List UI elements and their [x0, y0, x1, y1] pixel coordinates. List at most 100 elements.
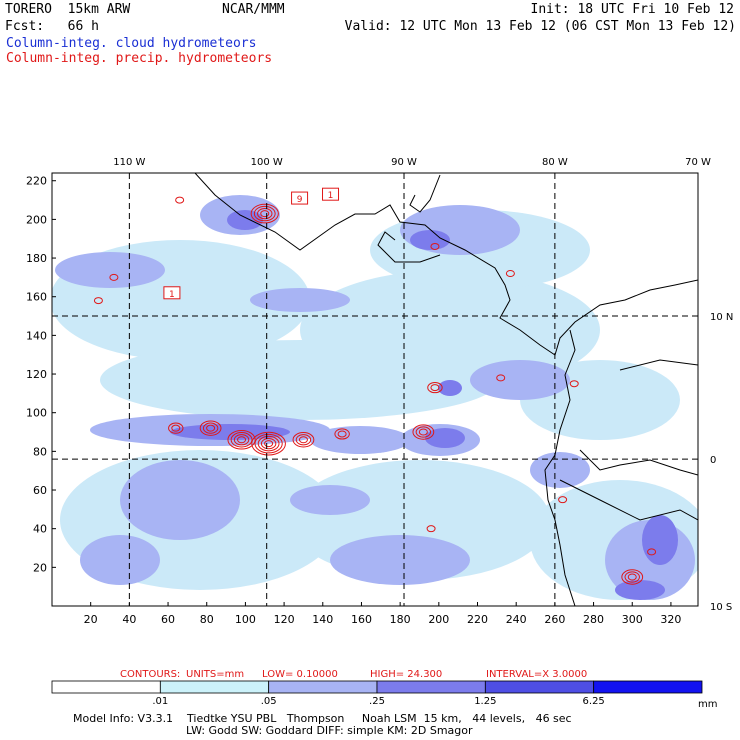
precip-contour-ring	[264, 440, 274, 448]
colorbar-segment	[159, 680, 270, 694]
colorbar: .01 .05 .25 1.25 6.25	[51, 680, 703, 707]
precip-contour-ring	[295, 434, 312, 446]
colorbar-segment	[484, 680, 595, 694]
precip-contour-cluster	[496, 374, 506, 382]
colorbar-level-label: .01	[152, 696, 168, 707]
precip-contour-ring	[250, 203, 279, 224]
x-tick-label: 40	[122, 613, 136, 626]
model-name: TORERO 15km ARW	[5, 2, 131, 17]
x-tick-label: 300	[622, 613, 643, 626]
precip-contour-ring	[627, 573, 637, 581]
precip-contour-cluster	[199, 420, 222, 436]
x-tick-label: 280	[583, 613, 604, 626]
y-tick-label: 180	[26, 252, 47, 265]
latitude-label: 10 N	[710, 312, 733, 323]
precip-contour-cluster	[505, 270, 515, 278]
colorbar-level-label: 1.25	[474, 696, 496, 707]
x-tick-label: 200	[428, 613, 449, 626]
x-tick-label: 320	[660, 613, 681, 626]
latitude-label: 10 S	[710, 602, 732, 613]
x-tick-label: 60	[161, 613, 175, 626]
precip-contour-ring	[415, 426, 432, 438]
longitude-label: 70 W	[685, 157, 711, 168]
precip-contour-ring	[292, 432, 315, 448]
contour-label-box	[322, 187, 340, 201]
precip-contour-ring	[337, 430, 347, 438]
colorbar-units: mm	[698, 699, 717, 710]
precip-contour-cluster	[168, 422, 184, 434]
colorbar-segment	[593, 680, 703, 694]
y-tick-label: 60	[33, 484, 47, 497]
precip-contour-cluster	[109, 273, 119, 281]
y-tick-label: 160	[26, 291, 47, 304]
precip-contour-ring	[93, 297, 103, 305]
longitude-label: 100 W	[251, 157, 283, 168]
precip-contour-cluster	[227, 429, 256, 450]
x-tick-label: 220	[467, 613, 488, 626]
x-tick-label: 100	[235, 613, 256, 626]
precip-contour-cluster	[569, 380, 579, 388]
precip-contour-cluster	[426, 525, 436, 533]
contour-label: 1	[163, 286, 181, 300]
contour-info-low: LOW= 0.10000	[262, 669, 338, 680]
contour-info-label: CONTOURS:	[120, 669, 180, 680]
precip-contour-ring	[237, 436, 247, 444]
x-tick-label: 120	[274, 613, 295, 626]
precip-contour-ring	[298, 436, 308, 444]
precip-contour-cluster	[427, 381, 443, 394]
longitude-label: 110 W	[113, 157, 145, 168]
latitude-label: 0	[710, 455, 716, 466]
colorbar-level-label: .25	[369, 696, 385, 707]
contour-info-interval: INTERVAL=X 3.0000	[486, 669, 587, 680]
longitude-label: 90 W	[391, 157, 417, 168]
init-time: Init: 18 UTC Fri 10 Feb 12	[530, 2, 735, 17]
colorbar-level-label: .05	[261, 696, 277, 707]
forecast-hour: Fcst: 66 h	[5, 19, 99, 34]
precip-contour-ring	[624, 571, 640, 583]
precip-contour-ring	[558, 496, 568, 504]
precip-contour-cluster	[175, 196, 185, 204]
precip-contour-cluster	[334, 428, 350, 440]
precip-contour-ring	[254, 433, 283, 454]
precip-contour-ring	[199, 420, 222, 436]
x-tick-label: 140	[312, 613, 333, 626]
colorbar-segment	[376, 680, 486, 694]
precip-contour-ring	[251, 431, 286, 456]
plot-frame	[51, 172, 699, 607]
precip-contour-ring	[647, 548, 657, 556]
longitude-label: 80 W	[542, 157, 568, 168]
contour-info-high: HIGH= 24.300	[370, 669, 442, 680]
colorbar-level-label: 6.25	[583, 696, 605, 707]
precip-contour-ring	[202, 422, 219, 434]
x-tick-label: 240	[506, 613, 527, 626]
colorbar-segment	[268, 680, 378, 694]
colorbar-segment	[51, 680, 161, 694]
precip-contour-ring	[230, 432, 253, 448]
precip-contour-ring	[418, 428, 428, 436]
precip-contour-cluster	[558, 496, 568, 504]
precip-contour-ring	[334, 428, 350, 440]
y-tick-label: 220	[26, 175, 47, 188]
contour-info-units: UNITS=mm	[186, 669, 244, 680]
precip-contour-ring	[569, 380, 579, 388]
precip-contour-ring	[257, 207, 273, 220]
precip-contour-cluster	[647, 548, 657, 556]
x-tick-label: 180	[390, 613, 411, 626]
precip-contour-ring	[430, 242, 440, 250]
contour-label: 1	[322, 187, 340, 201]
precip-contour-ring	[430, 384, 440, 392]
y-tick-label: 120	[26, 368, 47, 381]
precip-contour-cluster	[412, 424, 435, 440]
precip-contour-cluster	[292, 432, 315, 448]
precip-contour-ring	[426, 525, 436, 533]
contour-label-text: 1	[328, 191, 334, 201]
precip-contour-cluster	[430, 242, 440, 250]
precip-contour-ring	[257, 435, 280, 452]
precip-contour-cluster	[250, 203, 279, 224]
precip-contour-ring	[227, 429, 256, 450]
y-tick-label: 140	[26, 329, 47, 342]
precip-contour-ring	[412, 424, 435, 440]
center-name: NCAR/MMM	[222, 2, 285, 17]
y-tick-label: 100	[26, 407, 47, 420]
